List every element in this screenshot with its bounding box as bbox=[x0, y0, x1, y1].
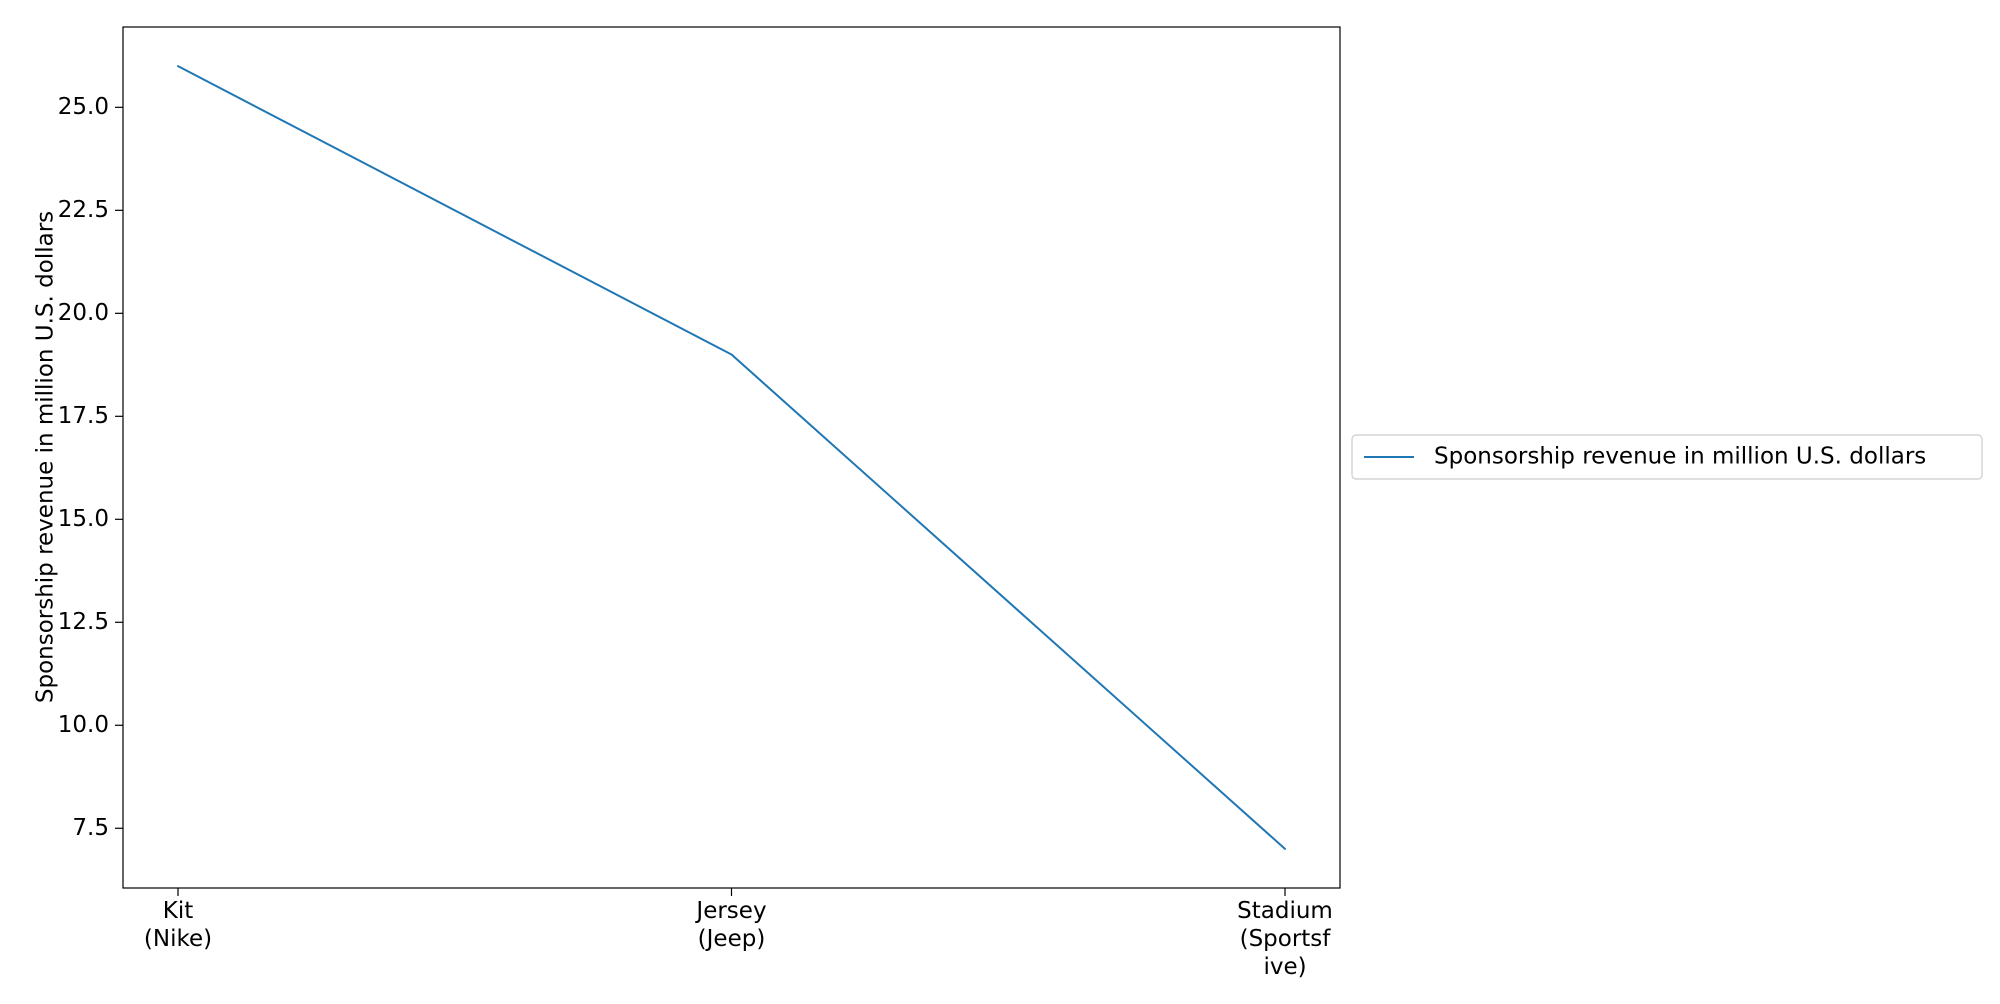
x-tick-label: Kit (Nike) bbox=[144, 898, 212, 952]
x-tick-label: Jersey (Jeep) bbox=[694, 898, 766, 952]
y-tick-label: 7.5 bbox=[72, 815, 109, 841]
plot-layer bbox=[177, 65, 1286, 850]
y-tick-label: 20.0 bbox=[58, 300, 109, 326]
legend: Sponsorship revenue in million U.S. doll… bbox=[1351, 434, 1983, 480]
series-line bbox=[177, 65, 1286, 850]
y-tick-label: 10.0 bbox=[58, 712, 109, 738]
y-tick-label: 25.0 bbox=[58, 94, 109, 120]
legend-box bbox=[1351, 434, 1983, 480]
legend-label: Sponsorship revenue in million U.S. doll… bbox=[1434, 444, 1926, 470]
y-tick-label: 12.5 bbox=[58, 609, 109, 635]
plot-frame bbox=[122, 26, 1341, 889]
y-tick-label: 15.0 bbox=[58, 506, 109, 532]
y-tick-label: 22.5 bbox=[58, 197, 109, 223]
x-tick-label: Stadium (Sportsf ive) bbox=[1237, 898, 1333, 980]
x-axis-ticks: Kit (Nike) Jersey (Jeep) Stadium (Sportsf ive) bbox=[144, 888, 1333, 980]
y-axis-ticks: 7.5 10.0 12.5 15.0 17.5 20.0 22.5 25.0 bbox=[58, 94, 123, 841]
y-tick-label: 17.5 bbox=[58, 403, 109, 429]
y-axis-label: Sponsorship revenue in million U.S. doll… bbox=[33, 211, 59, 703]
